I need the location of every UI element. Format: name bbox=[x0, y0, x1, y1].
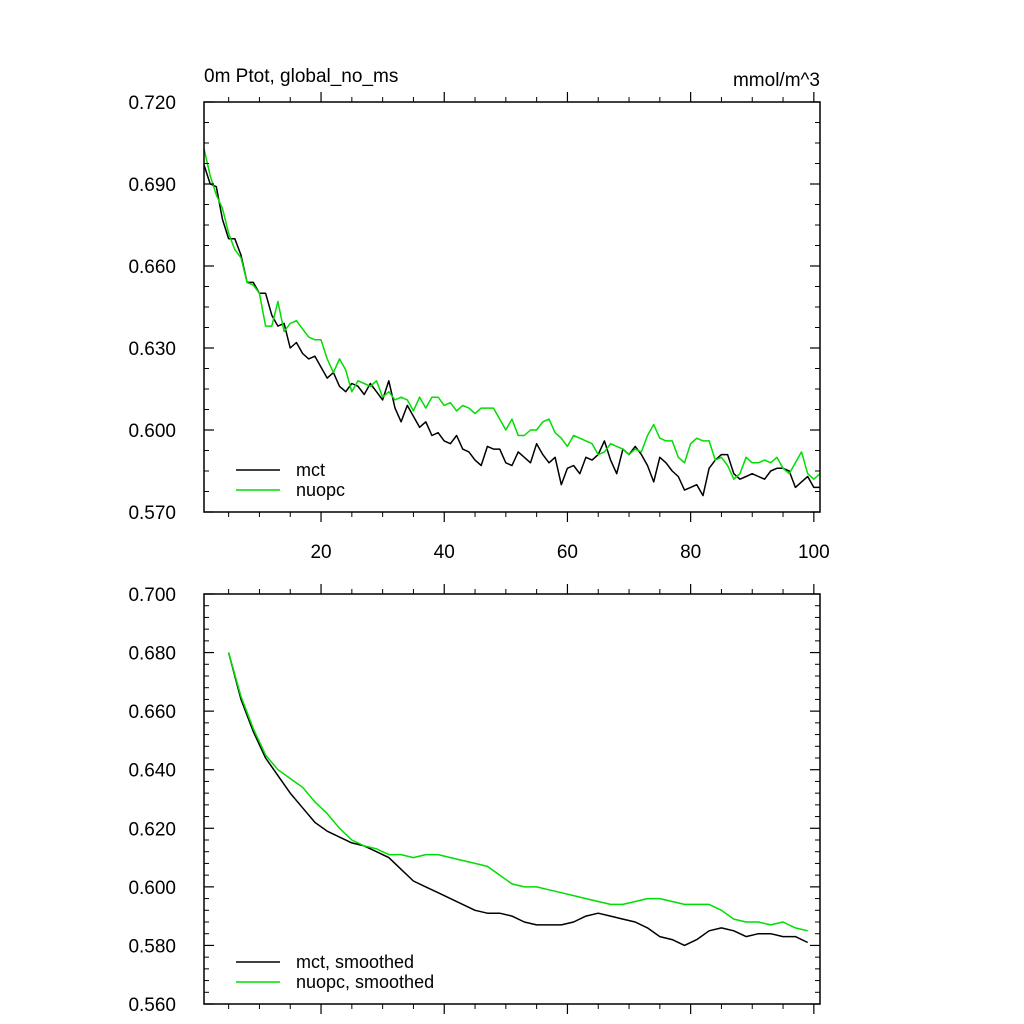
y-tick-label: 0.630 bbox=[128, 339, 176, 360]
y-tick-label: 0.640 bbox=[128, 761, 176, 782]
top-plot-frame bbox=[203, 101, 821, 513]
y-tick-label: 0.680 bbox=[128, 644, 176, 665]
x-tick-label: 60 bbox=[557, 542, 578, 563]
series-line-0 bbox=[203, 164, 820, 497]
y-tick-label: 0.660 bbox=[128, 702, 176, 723]
y-tick-label: 0.600 bbox=[128, 421, 176, 442]
y-tick-label: 0.560 bbox=[128, 995, 176, 1016]
y-tick-label: 0.700 bbox=[128, 585, 176, 606]
top-panel: 0m Ptot, global_no_ms mmol/m^3 0.570 0.60… bbox=[128, 66, 829, 563]
y-tick-label: 0.580 bbox=[128, 936, 176, 957]
y-tick-label: 0.660 bbox=[128, 257, 176, 278]
x-tick-label: 80 bbox=[680, 542, 701, 563]
legend-label: nuopc bbox=[296, 480, 345, 500]
y-tick-label: 0.620 bbox=[128, 819, 176, 840]
y-tick-label: 0.600 bbox=[128, 878, 176, 899]
y-tick-label: 0.720 bbox=[128, 93, 176, 114]
series-line-1 bbox=[227, 652, 808, 932]
bottom-plot-frame bbox=[203, 593, 821, 1005]
x-tick-label: 20 bbox=[310, 542, 331, 563]
y-tick-label: 0.690 bbox=[128, 175, 176, 196]
y-tick-label: 0.570 bbox=[128, 503, 176, 524]
legend-label: mct, smoothed bbox=[296, 952, 414, 972]
top-panel-units: mmol/m^3 bbox=[733, 70, 820, 91]
x-tick-label: 40 bbox=[434, 542, 455, 563]
series-line-1 bbox=[203, 148, 821, 480]
legend-label: mct bbox=[296, 460, 325, 480]
x-tick-label: 100 bbox=[798, 542, 830, 563]
top-panel-title: 0m Ptot, global_no_ms bbox=[204, 66, 398, 87]
series-line-0 bbox=[227, 652, 809, 947]
legend-label: nuopc, smoothed bbox=[296, 972, 434, 992]
bottom-panel: 0.560 0.580 0.600 0.620 0.640 0.660 0.680 0.700… bbox=[128, 584, 821, 1016]
